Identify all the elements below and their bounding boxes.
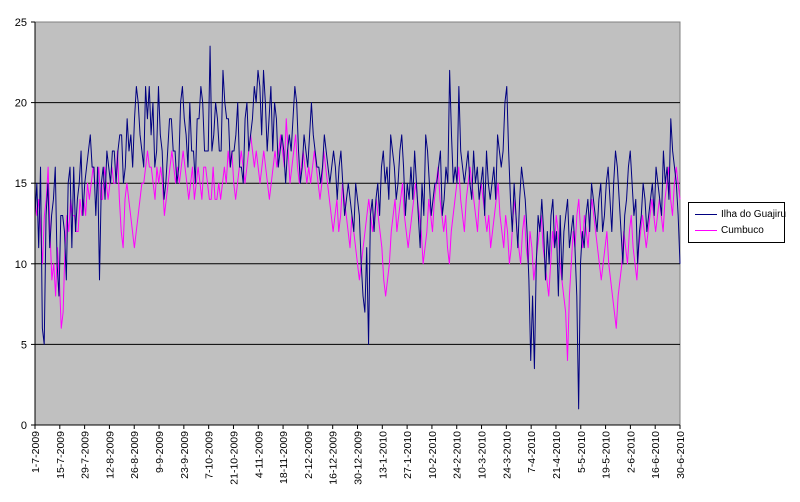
series-line-ilha-do-guajiru bbox=[34, 45, 681, 410]
x-tick-label: 4-11-2009 bbox=[253, 431, 265, 478]
x-tick-label: 10-3-2010 bbox=[477, 431, 489, 479]
legend-swatch-cumbuco bbox=[695, 229, 717, 231]
x-tick-label: 2-12-2009 bbox=[303, 431, 315, 479]
series-group bbox=[34, 45, 681, 410]
x-tick-label: 16-6-2010 bbox=[650, 431, 662, 479]
x-tick-label: 12-8-2009 bbox=[104, 431, 116, 479]
x-tick-label: 7-4-2010 bbox=[526, 431, 538, 473]
x-tick-label: 18-11-2009 bbox=[278, 431, 290, 484]
y-tick-label: 25 bbox=[15, 17, 27, 29]
x-tick-label: 30-6-2010 bbox=[675, 431, 687, 479]
x-tick-label: 24-3-2010 bbox=[501, 431, 513, 479]
x-tick-label: 19-5-2010 bbox=[601, 431, 613, 479]
x-tick-label: 27-1-2010 bbox=[402, 431, 414, 479]
x-tick-label: 5-5-2010 bbox=[576, 431, 588, 473]
legend-label-ilha-do-guajiru: Ilha do Guajiru bbox=[721, 209, 787, 220]
x-tick-label: 10-2-2010 bbox=[427, 431, 439, 479]
series-line-cumbuco bbox=[34, 118, 681, 362]
y-tick-label: 5 bbox=[21, 339, 27, 351]
legend-label-cumbuco: Cumbuco bbox=[721, 225, 764, 236]
x-tick-label: 23-9-2009 bbox=[179, 431, 191, 479]
x-tick-label: 2-6-2010 bbox=[625, 431, 637, 473]
x-tick-label: 13-1-2010 bbox=[377, 431, 389, 479]
x-axis: 1-7-2009 15-7-2009 29-7-2009 12-8-2009 26-8-… bbox=[30, 424, 687, 485]
x-tick-label: 21-4-2010 bbox=[551, 431, 563, 479]
x-tick-label: 1-7-2009 bbox=[30, 431, 42, 473]
x-tick-label: 15-7-2009 bbox=[55, 431, 67, 479]
x-tick-label: 24-2-2010 bbox=[452, 431, 464, 479]
x-tick-label: 16-12-2009 bbox=[328, 431, 340, 485]
legend-swatch-ilha-do-guajiru bbox=[695, 213, 717, 215]
x-tick-label: 7-10-2009 bbox=[204, 431, 216, 479]
legend: Ilha do Guajiru Cumbuco bbox=[688, 202, 786, 243]
x-tick-label: 21-10-2009 bbox=[228, 431, 240, 485]
y-axis: 0 5 10 15 20 25 bbox=[15, 17, 36, 432]
legend-item-cumbuco: Cumbuco bbox=[695, 224, 764, 238]
x-tick-label: 9-9-2009 bbox=[154, 431, 166, 473]
y-tick-label: 15 bbox=[15, 178, 27, 190]
y-tick-label: 10 bbox=[15, 259, 27, 271]
legend-item-ilha-do-guajiru: Ilha do Guajiru bbox=[695, 208, 786, 222]
x-tick-label: 29-7-2009 bbox=[80, 431, 92, 479]
x-tick-label: 26-8-2009 bbox=[129, 431, 141, 479]
y-tick-label: 20 bbox=[15, 98, 27, 110]
x-tick-label: 30-12-2009 bbox=[353, 431, 365, 485]
y-tick-label: 0 bbox=[21, 420, 27, 432]
